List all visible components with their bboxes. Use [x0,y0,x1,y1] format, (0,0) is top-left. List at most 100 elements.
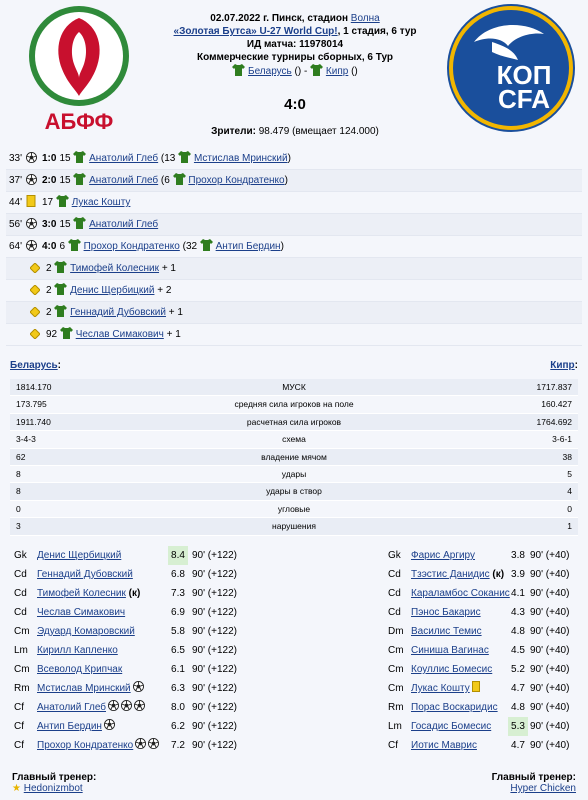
player-rating: 5.2 [511,664,525,675]
player-link[interactable]: Караламбос Соканис [411,588,510,599]
player-minutes: 90' (+40) [530,626,570,637]
stat-row: 62 владение мячом 38 [10,448,578,466]
ball-icon [26,238,38,251]
player-row: Gk Фарис Аргиру 3.8 90' (+40) [384,546,584,565]
stadium-link[interactable]: Волна [350,13,380,24]
player-link[interactable]: Мстислав Мринский [37,683,131,694]
tournament-link[interactable]: «Золотая Бутса» U-27 World Cup! [173,26,338,37]
player-link[interactable]: Тимофей Колесник [37,588,126,599]
player-minutes: 90' (+122) [192,550,237,561]
player-link[interactable]: Анатолий Глеб [37,702,106,713]
player-rating: 3.8 [511,550,525,561]
event-player-link[interactable]: Анатолий Глеб [89,153,159,164]
svg-text:CFA: CFA [498,84,550,114]
player-rating: 6.1 [171,664,185,675]
home-coach: Главный тренер: ★ Hedonizmbot [12,772,97,794]
tournament-line: «Золотая Бутса» U-27 World Cup!, 1 стади… [173,26,417,37]
away-team-link[interactable]: Кипр [325,66,349,77]
star-icon: ★ [12,783,21,794]
event-score: 3:0 [42,219,57,230]
player-link[interactable]: Кирилл Капленко [37,645,118,656]
player-name-cell: Эдуард Комаровский [37,622,135,641]
away-federation-logo[interactable]: КОП CFA [444,2,578,134]
home-coach-link[interactable]: Hedonizmbot [23,783,83,794]
player-position: Cd [14,607,27,618]
player-name-cell: Мстислав Мринский [37,679,144,698]
player-link[interactable]: Всеволод Крипчак [37,664,123,675]
player-link[interactable]: Госадис Бомесис [411,721,492,732]
shirt-icon [54,260,68,273]
event-player-link[interactable]: Анатолий Глеб [89,219,159,230]
player-rating: 6.8 [171,569,185,580]
shirt-icon [73,150,87,163]
stat-away-value: 4 [567,486,572,497]
event-minute: 56' [9,219,23,230]
event-player-link[interactable]: Прохор Кондратенко [83,241,180,252]
bonus-player-link[interactable]: Геннадий Дубовский [70,307,166,318]
home-team-link[interactable]: Беларусь [10,360,58,371]
player-minutes: 90' (+122) [192,664,237,675]
player-position: Cf [388,740,398,751]
assist-player-link[interactable]: Антип Бердин [215,241,281,252]
stat-row: 1911.740 расчетная сила игроков 1764.692 [10,413,578,432]
stat-row: 1814.170 МУСК 1717.837 [10,379,578,397]
player-position: Cd [388,588,401,599]
player-name-cell: Порас Воскаридис [411,698,498,717]
home-team-link[interactable]: Беларусь [248,66,292,77]
bonus-player-link[interactable]: Тимофей Колесник [70,263,160,274]
away-team-link[interactable]: Кипр [550,360,575,371]
assist-player-link[interactable]: Мстислав Мринский [193,153,288,164]
event-score: 4:0 [42,241,57,252]
player-link[interactable]: Василис Темис [411,626,482,637]
player-link[interactable]: Коуллис Бомесис [411,664,493,675]
player-rating: 6.5 [171,645,185,656]
event-player-link[interactable]: Лукас Кошту [71,197,131,208]
assist-close: ) [287,153,291,164]
player-link[interactable]: Денис Щербицкий [37,550,122,561]
event-player-link[interactable]: Анатолий Глеб [89,175,159,186]
event-minute: 37' [9,175,23,186]
player-link[interactable]: Порас Воскаридис [411,702,498,713]
player-link[interactable]: Синиша Вагинас [411,645,489,656]
player-row: Cf Антип Бердин 6.2 90' (+122) [10,717,250,736]
bonus-diamond-icon [29,282,42,296]
home-federation-logo[interactable]: АБФФ [24,4,134,136]
player-link[interactable]: Антип Бердин [37,721,102,732]
player-link[interactable]: Фарис Аргиру [411,550,476,561]
player-link[interactable]: Геннадий Дубовский [37,569,133,580]
stat-label: средняя сила игроков на поле [234,399,354,410]
captain-mark: (к) [489,569,505,580]
player-row: Rm Порас Воскаридис 4.8 90' (+40) [384,698,584,717]
player-minutes: 90' (+122) [192,721,237,732]
bonus-player-link[interactable]: Денис Щербицкий [70,285,155,296]
player-rating: 6.2 [171,721,185,732]
shirt-icon [310,64,324,76]
player-rating: 4.3 [511,607,525,618]
bonus-value: + 2 [157,285,172,296]
shirt-icon [73,216,87,229]
player-rating: 6.3 [171,683,185,694]
player-link[interactable]: Пэнос Бакарис [411,607,481,618]
stat-row: 8 удары в створ 4 [10,483,578,501]
stat-home-value: 0 [16,503,21,514]
player-position: Cf [14,740,24,751]
player-link[interactable]: Тзэстис Данидис [411,569,490,580]
player-row: Cf Анатолий Глеб 8.0 90' (+122) [10,698,250,717]
away-coach-link[interactable]: Hyper Chicken [510,783,576,794]
player-link[interactable]: Лукас Кошту [411,683,470,694]
svg-text:АБФФ: АБФФ [45,109,114,134]
player-row: Cd Геннадий Дубовский 6.8 90' (+122) [10,565,250,584]
player-minutes: 90' (+40) [530,569,570,580]
stat-label: МУСК [282,382,306,392]
player-link[interactable]: Чеслав Симакович [37,607,126,618]
shirt-icon [54,282,68,295]
assist-player-link[interactable]: Прохор Кондратенко [188,175,285,186]
bonus-row: 2 Геннадий Дубовский + 1 [6,302,582,324]
player-link[interactable]: Эдуард Комаровский [37,626,135,637]
player-link[interactable]: Прохор Кондратенко [37,740,134,751]
bonus-player-link[interactable]: Чеслав Симакович [75,329,164,340]
player-link[interactable]: Иотис Маврис [411,740,477,751]
stat-label: владение мячом [261,451,327,462]
event-row: 37' 2:0 15 Анатолий Глеб (6 Прохор Кондрат… [6,170,582,192]
bonus-value: + 1 [161,263,176,274]
